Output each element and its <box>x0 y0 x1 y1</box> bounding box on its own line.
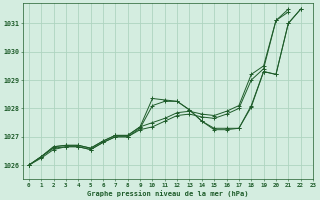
X-axis label: Graphe pression niveau de la mer (hPa): Graphe pression niveau de la mer (hPa) <box>87 190 249 197</box>
